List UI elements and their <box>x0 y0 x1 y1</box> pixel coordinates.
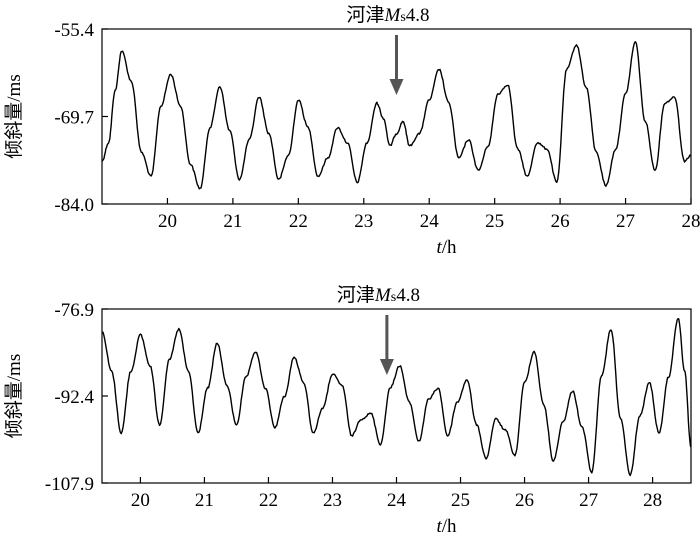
x-axis-label: t/h <box>436 237 457 258</box>
y-tick-label: -92.4 <box>54 387 94 408</box>
x-tick-label: 23 <box>323 490 342 511</box>
x-tick-label: 21 <box>195 490 214 511</box>
x-tick-label: 24 <box>420 211 440 232</box>
x-tick-label: 28 <box>643 490 662 511</box>
x-tick-label: 20 <box>131 490 150 511</box>
x-tick-label: 25 <box>451 490 470 511</box>
y-tick-label: -107.9 <box>45 474 94 495</box>
x-tick-label: 25 <box>485 211 504 232</box>
x-tick-label: 20 <box>158 211 177 232</box>
x-tick-label: 26 <box>515 490 534 511</box>
y-tick-label: -76.9 <box>54 300 94 321</box>
y-tick-label: -84.0 <box>54 195 94 216</box>
x-tick-label: 28 <box>682 211 700 232</box>
chart-panel-1: -55.4 -69.7 -84.0 20 21 22 23 24 25 26 27 28 t/h 倾斜量/… <box>3 4 700 258</box>
event-annotation-label: 河津Ms4.8 <box>347 4 430 26</box>
y-axis-label: 倾斜量/ms <box>3 74 25 158</box>
x-tick-label: 26 <box>551 211 570 232</box>
x-tick-label: 27 <box>579 490 598 511</box>
y-tick-label: -55.4 <box>54 20 94 41</box>
x-tick-label: 22 <box>259 490 278 511</box>
event-arrow-head <box>389 79 404 95</box>
plot-frame <box>101 308 692 484</box>
x-tick-label: 24 <box>387 490 407 511</box>
x-tick-label: 22 <box>289 211 308 232</box>
series-line-1 <box>101 317 692 477</box>
y-axis-label: 倾斜量/ms <box>3 354 25 438</box>
x-tick-label: 21 <box>223 211 242 232</box>
x-tick-label: 23 <box>354 211 373 232</box>
x-axis-label: t/h <box>436 516 457 537</box>
series-line-1 <box>101 41 692 190</box>
x-tick-label: 27 <box>616 211 635 232</box>
y-tick-label: -69.7 <box>54 108 94 129</box>
event-annotation-label: 河津Ms4.8 <box>337 284 420 306</box>
chart-panel-2: -76.9 -92.4 -107.9 20 21 22 23 24 25 26 27 28 t/h 倾斜量… <box>3 284 692 537</box>
event-arrow-head <box>379 359 394 375</box>
